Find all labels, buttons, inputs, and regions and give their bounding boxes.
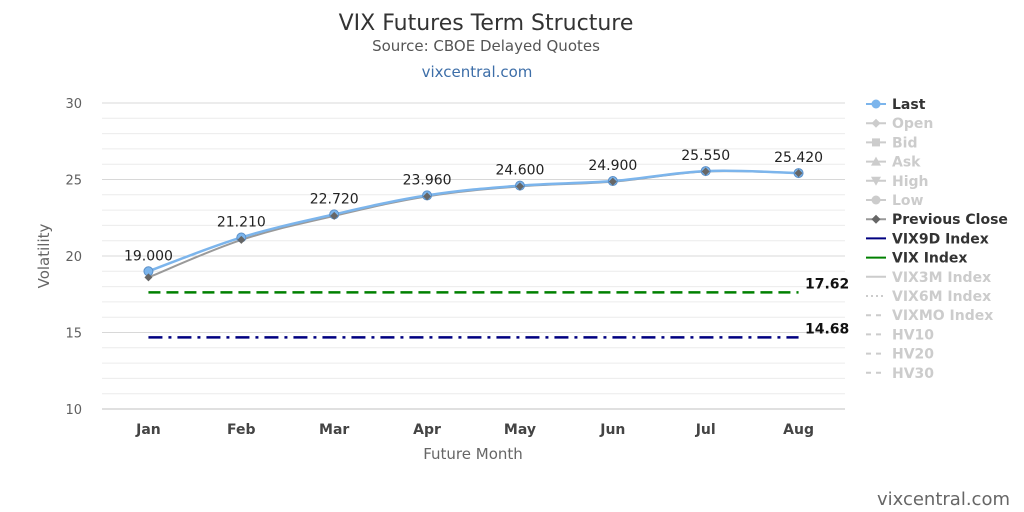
y-tick-label: 30 <box>65 97 82 112</box>
legend-label: HV10 <box>892 327 934 343</box>
previous-close-point <box>794 169 803 178</box>
legend-label: HV30 <box>892 366 934 382</box>
source-link[interactable]: vixcentral.com <box>422 63 533 81</box>
previous-close-point <box>423 192 432 201</box>
data-label: 19.000 <box>124 248 173 264</box>
legend-label: VIXMO Index <box>892 308 993 324</box>
legend-item[interactable]: Ask <box>866 155 921 171</box>
x-axis-title: Future Month <box>423 445 523 463</box>
legend-marker <box>872 138 880 147</box>
legend-item[interactable]: Low <box>866 193 924 209</box>
y-axis-ticks: 10 15 20 25 30 <box>65 97 82 418</box>
legend-item[interactable]: VIX6M Index <box>866 289 991 305</box>
x-tick-label: Aug <box>783 422 814 438</box>
legend-item[interactable]: HV10 <box>866 327 934 343</box>
data-label: 25.420 <box>774 150 823 166</box>
reference-line-label: 17.62 <box>805 276 849 292</box>
y-tick-label: 25 <box>65 174 82 189</box>
legend-marker <box>871 156 881 166</box>
reference-line-label: 14.68 <box>805 321 849 337</box>
previous-close-point <box>701 167 710 176</box>
legend-label: Open <box>892 116 933 132</box>
y-axis-title: Volatility <box>35 223 53 288</box>
previous-close-point <box>144 273 153 282</box>
legend-item[interactable]: VIX9D Index <box>866 231 989 247</box>
legend-label: Bid <box>892 135 918 151</box>
data-label: 22.720 <box>310 191 359 207</box>
y-tick-label: 10 <box>65 403 82 418</box>
legend-item[interactable]: Last <box>866 97 926 113</box>
legend-label: VIX9D Index <box>892 231 989 247</box>
x-tick-label: Apr <box>413 422 441 438</box>
legend-label: Previous Close <box>892 212 1008 228</box>
legend-label: Low <box>892 193 924 209</box>
data-label: 24.900 <box>588 158 637 174</box>
grid-lines <box>102 102 845 410</box>
data-label: 24.600 <box>495 163 544 179</box>
legend-label: VIX3M Index <box>892 270 991 286</box>
chart-title: VIX Futures Term Structure <box>339 11 634 36</box>
x-tick-label: Feb <box>227 422 256 438</box>
x-axis-ticks: Jan Feb Mar Apr May Jun Jul Aug <box>135 422 814 438</box>
x-tick-label: Jun <box>599 422 625 438</box>
previous-close-point <box>330 211 339 220</box>
chart-subtitle: Source: CBOE Delayed Quotes <box>372 37 600 55</box>
legend-label: VIX6M Index <box>892 289 991 305</box>
legend-label: High <box>892 174 929 190</box>
legend-item[interactable]: Open <box>866 116 933 132</box>
previous-close-point <box>237 235 246 244</box>
legend-item[interactable]: HV30 <box>866 366 934 382</box>
x-tick-label: May <box>504 422 536 438</box>
legend-label: Ask <box>892 155 921 171</box>
legend-marker <box>871 195 881 205</box>
data-label: 23.960 <box>403 172 452 188</box>
data-label: 25.550 <box>681 148 730 164</box>
legend-item[interactable]: High <box>866 174 929 190</box>
watermark: vixcentral.com <box>877 489 1010 510</box>
x-tick-label: Mar <box>319 422 349 438</box>
legend-marker <box>871 99 881 109</box>
y-tick-label: 15 <box>65 327 82 342</box>
y-tick-label: 20 <box>65 250 82 265</box>
previous-close-point <box>515 182 524 191</box>
legend-item[interactable]: Previous Close <box>866 212 1008 228</box>
legend-label: VIX Index <box>892 251 967 267</box>
legend-label: HV20 <box>892 347 934 363</box>
data-label: 21.210 <box>217 214 266 230</box>
legend-marker <box>871 176 881 186</box>
legend-item[interactable]: VIX Index <box>866 251 967 267</box>
x-tick-label: Jul <box>695 422 716 438</box>
reference-lines: 14.68 17.62 <box>148 276 849 339</box>
legend-item[interactable]: HV20 <box>866 347 934 363</box>
legend-item[interactable]: VIXMO Index <box>866 308 993 324</box>
legend-item[interactable]: Bid <box>866 135 918 151</box>
legend-label: Last <box>892 97 926 113</box>
x-tick-label: Jan <box>135 422 161 438</box>
previous-close-point <box>608 177 617 186</box>
legend-marker <box>871 214 881 224</box>
legend-item[interactable]: VIX3M Index <box>866 270 991 286</box>
legend: Last Open Bid Ask High Low Previous Close VIX9D… <box>866 97 1008 382</box>
legend-marker <box>871 118 881 128</box>
series-layer: 19.000 21.210 22.720 23.960 24.600 24.900 25.5… <box>124 148 823 282</box>
last-line <box>148 169 799 273</box>
